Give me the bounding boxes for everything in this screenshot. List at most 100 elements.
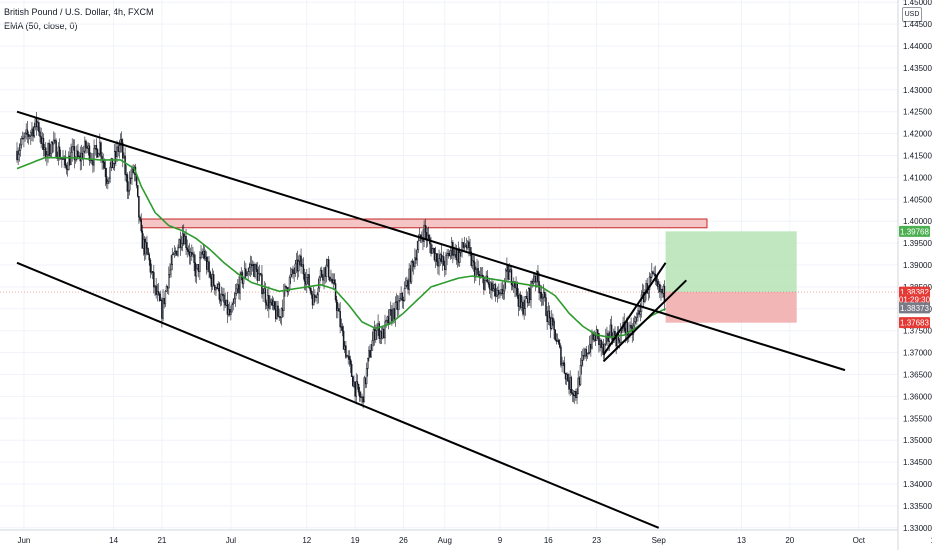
candle <box>64 150 67 168</box>
candle-body <box>255 264 257 270</box>
candle <box>151 270 154 280</box>
candle <box>584 347 586 359</box>
candle <box>85 139 87 155</box>
candle <box>19 138 22 157</box>
candle-body <box>28 135 31 137</box>
candle <box>49 144 52 158</box>
candle-body <box>165 286 168 292</box>
candle <box>446 249 448 266</box>
candle-body <box>156 291 159 295</box>
candle <box>130 169 132 184</box>
candle <box>270 298 272 306</box>
candle-body <box>332 279 334 284</box>
candle-body <box>231 304 233 313</box>
currency-button[interactable]: USD <box>902 7 922 22</box>
candle <box>162 289 164 322</box>
candle <box>243 260 246 278</box>
candle <box>286 286 288 297</box>
candle <box>472 255 475 272</box>
candle <box>346 354 348 358</box>
candle <box>514 281 516 298</box>
candle <box>564 372 567 385</box>
candle-body <box>273 301 276 310</box>
candle <box>200 244 202 260</box>
candle-body <box>462 242 464 248</box>
candle <box>369 344 371 358</box>
candle-body <box>426 234 429 240</box>
candle-body <box>548 310 551 319</box>
price-axis[interactable]: 1.45000 1.44500 1.44000 1.43500 1.43000 1.425… <box>897 0 932 550</box>
ema-indicator-label[interactable]: EMA (50, close, 0) <box>4 21 78 31</box>
candle-body <box>256 269 259 281</box>
candle-body <box>651 271 653 278</box>
candle <box>372 327 375 347</box>
candle <box>565 372 568 386</box>
candle <box>287 287 290 296</box>
candle-body <box>292 269 294 274</box>
candle-body <box>407 280 409 290</box>
candle-body <box>440 254 443 262</box>
x-tick-label: 13 <box>737 536 746 545</box>
candle-body <box>507 265 509 280</box>
candle <box>484 279 486 291</box>
candle <box>170 255 172 278</box>
candle <box>33 122 35 139</box>
candle <box>620 323 622 346</box>
candle <box>235 283 238 296</box>
candle-body <box>579 364 582 385</box>
price-tag-label: 1.38382 <box>900 288 929 297</box>
candle-body <box>496 290 499 296</box>
y-tick-label: 1.41000 <box>903 173 932 182</box>
candle-body <box>602 343 605 353</box>
candle-body <box>301 264 303 267</box>
candle-body <box>524 295 527 309</box>
candle <box>122 138 124 168</box>
candle <box>355 373 357 405</box>
candle <box>659 281 661 299</box>
candle-body <box>191 252 193 254</box>
candle-body <box>480 274 483 277</box>
candle-body <box>215 287 217 291</box>
candle-body <box>104 168 107 177</box>
candle <box>36 120 39 131</box>
symbol-title[interactable]: British Pound / U.S. Dollar, 4h, FXCM <box>4 7 154 17</box>
candle <box>173 245 176 259</box>
candle-body <box>219 299 222 302</box>
candle <box>513 277 515 293</box>
candle <box>93 139 95 172</box>
time-axis[interactable]: Jun 14 21 Jul 12 19 26 Aug 9 16 23 Sep 13 20 Oct 11 <box>0 529 932 545</box>
candle <box>499 292 501 299</box>
candle <box>363 375 366 403</box>
candle <box>400 286 402 301</box>
candle-body <box>438 258 440 267</box>
candle <box>157 283 160 296</box>
candle-body <box>352 376 354 387</box>
candle-body <box>24 133 26 138</box>
candle-body <box>86 147 88 149</box>
candle <box>138 196 140 224</box>
candle-body <box>402 299 405 302</box>
candle-body <box>178 239 180 249</box>
candle <box>500 282 502 297</box>
candle <box>148 252 150 266</box>
candle-body <box>97 153 100 158</box>
candle-body <box>55 140 57 158</box>
candle-body <box>203 250 206 259</box>
candle-body <box>130 177 132 179</box>
candle <box>344 341 346 354</box>
candle <box>218 281 221 304</box>
trendline-lower-channel <box>16 261 660 529</box>
candle-body <box>464 244 467 247</box>
candle <box>271 295 274 310</box>
candle-body <box>160 299 162 301</box>
candle-body <box>114 151 116 164</box>
candle-body <box>48 143 50 156</box>
y-tick-label: 1.42500 <box>903 108 932 117</box>
candle-body <box>486 275 489 283</box>
candle <box>652 270 654 275</box>
candle-body <box>229 309 231 316</box>
candle-body <box>140 219 142 232</box>
candle-body <box>163 298 165 305</box>
